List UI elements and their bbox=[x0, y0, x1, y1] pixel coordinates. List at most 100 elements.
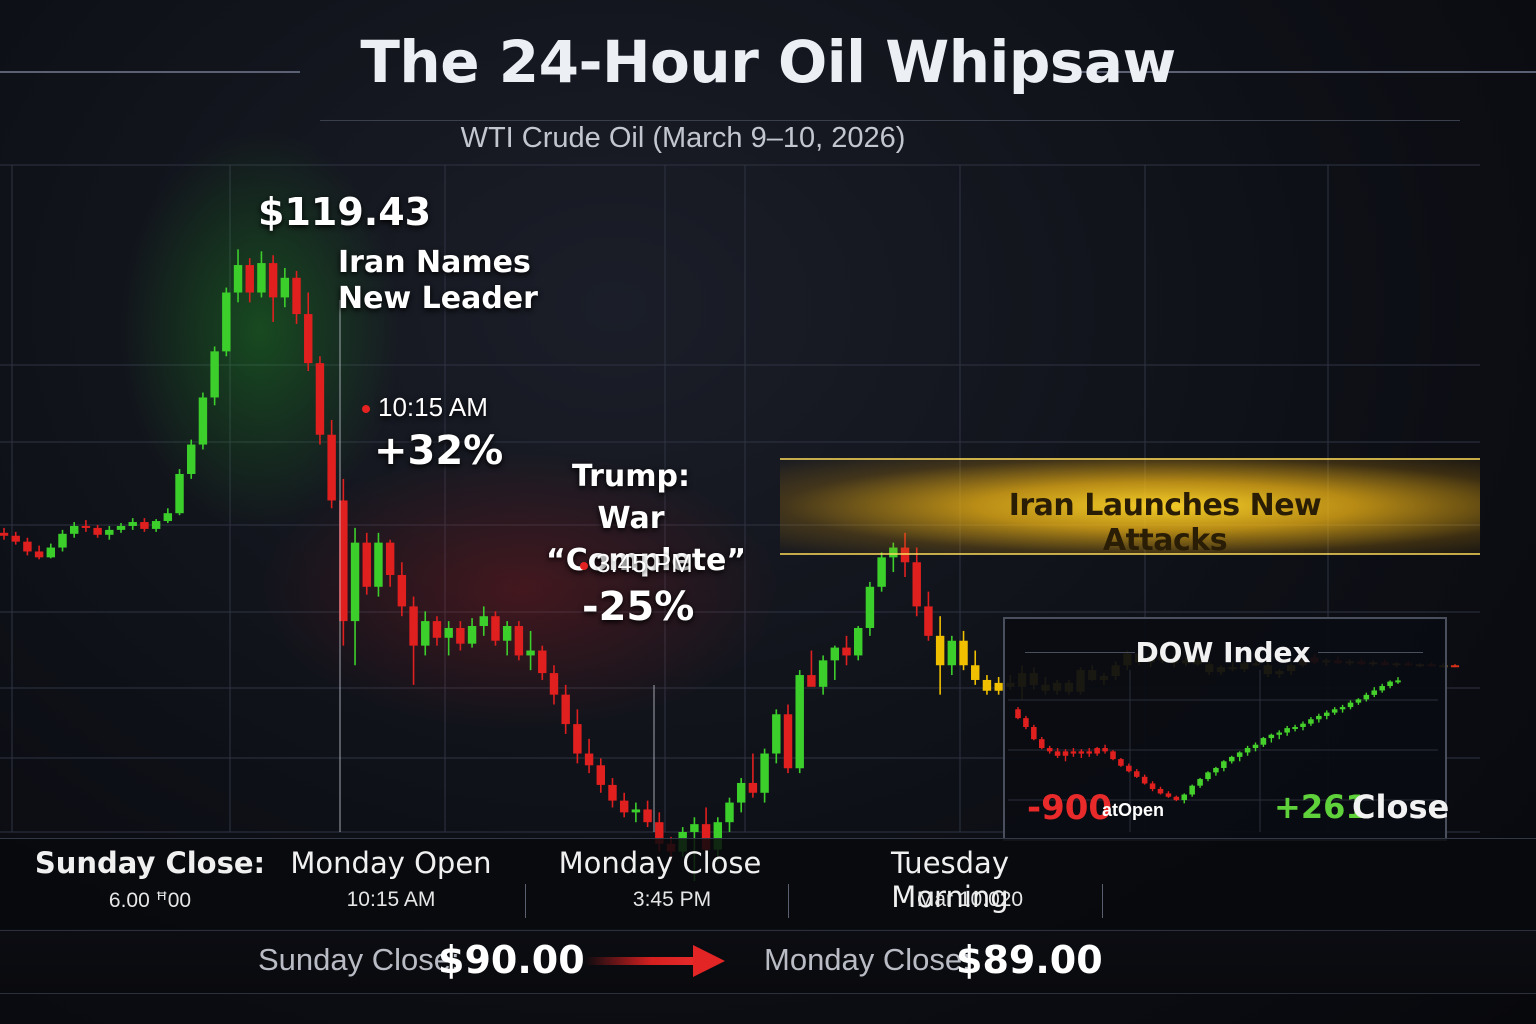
candle bbox=[175, 473, 184, 514]
dow-close-note: Close bbox=[1352, 788, 1450, 826]
trump-line-1: Trump: War bbox=[571, 459, 691, 536]
candle bbox=[280, 277, 290, 298]
dow-candle bbox=[1308, 719, 1314, 724]
candle bbox=[198, 397, 208, 445]
dow-open-value: -900 bbox=[1027, 788, 1113, 828]
candle bbox=[830, 647, 840, 661]
candle bbox=[526, 650, 535, 656]
candle bbox=[233, 265, 243, 293]
band-edge-top bbox=[780, 458, 1480, 460]
candle bbox=[608, 784, 617, 801]
candle bbox=[748, 782, 758, 793]
candle bbox=[994, 682, 1003, 691]
dow-candle bbox=[1062, 751, 1069, 756]
candle bbox=[971, 665, 980, 680]
dow-candle bbox=[1205, 772, 1211, 780]
candle bbox=[690, 824, 699, 832]
dow-candle bbox=[1149, 783, 1156, 789]
timeline-strip bbox=[0, 838, 1536, 929]
dow-candle bbox=[1395, 680, 1401, 683]
candle bbox=[105, 529, 114, 535]
dow-candle bbox=[1236, 752, 1243, 757]
candle bbox=[46, 547, 56, 558]
timeline-label-tuesday: Tuesday Morning bbox=[891, 846, 1009, 914]
rally-glow bbox=[120, 130, 400, 530]
candle bbox=[947, 640, 957, 666]
candle bbox=[58, 533, 67, 548]
candle bbox=[69, 525, 79, 534]
candle bbox=[736, 782, 746, 803]
candle bbox=[1450, 665, 1460, 668]
dow-title-rule-right bbox=[1318, 652, 1423, 653]
candle bbox=[292, 277, 301, 315]
candle bbox=[561, 694, 570, 725]
candle bbox=[128, 522, 137, 526]
dow-candle bbox=[1347, 702, 1354, 708]
timeline-separator bbox=[525, 884, 526, 918]
candle bbox=[842, 647, 851, 656]
dow-candle bbox=[1031, 727, 1037, 740]
candle bbox=[421, 621, 430, 646]
summary-bar bbox=[0, 930, 1536, 994]
dow-open-note: atOpen bbox=[1102, 800, 1165, 820]
time-label-1015: 10:15 AM bbox=[378, 392, 488, 422]
candle bbox=[327, 434, 336, 501]
dow-candle bbox=[1379, 686, 1385, 691]
candle bbox=[584, 753, 594, 766]
candle bbox=[701, 824, 711, 850]
candle bbox=[385, 542, 395, 576]
dow-candle bbox=[1197, 779, 1203, 786]
candle bbox=[877, 557, 886, 587]
dow-candle bbox=[1126, 765, 1132, 772]
candle bbox=[140, 522, 149, 529]
dow-candle bbox=[1054, 751, 1061, 756]
dow-candle bbox=[1133, 771, 1140, 777]
candle bbox=[0, 532, 9, 536]
candle bbox=[467, 626, 477, 644]
dow-candle bbox=[1046, 748, 1053, 752]
candle bbox=[772, 714, 781, 754]
dow-candle bbox=[1292, 727, 1298, 729]
chart-title: The 24-Hour Oil Whipsaw bbox=[360, 28, 1176, 96]
dow-candle bbox=[1094, 748, 1100, 754]
pct-change-up: +32% bbox=[374, 428, 504, 474]
iran-leader-line-2: New Leader bbox=[338, 281, 538, 316]
dow-candle bbox=[1252, 744, 1259, 749]
candle bbox=[34, 551, 44, 558]
dow-candle bbox=[1331, 709, 1338, 713]
attack-label: Iran Launches New Attacks bbox=[1008, 488, 1322, 558]
candle bbox=[795, 675, 804, 769]
dow-title: DOW Index bbox=[1135, 636, 1311, 669]
arrow-right-icon bbox=[693, 945, 725, 977]
dow-candle bbox=[1157, 789, 1164, 794]
dow-candle bbox=[1268, 734, 1275, 739]
selloff-glow bbox=[260, 450, 780, 730]
dow-inset-panel bbox=[1003, 617, 1447, 841]
band-edge-bottom bbox=[780, 553, 1480, 555]
summary-from-label: Sunday Close: bbox=[258, 942, 460, 977]
timeline-label-sunday: Sunday Close: bbox=[34, 846, 266, 880]
trump-annotation: Trump: War “Complete” bbox=[546, 456, 746, 582]
candle bbox=[725, 802, 734, 823]
candle bbox=[397, 575, 407, 607]
dow-candle bbox=[1078, 751, 1085, 754]
dow-candle bbox=[1181, 794, 1188, 801]
candle bbox=[854, 627, 863, 656]
candle bbox=[912, 562, 921, 607]
candle bbox=[538, 650, 547, 674]
candle bbox=[350, 542, 360, 622]
dow-candle bbox=[1221, 761, 1227, 768]
candle bbox=[210, 351, 219, 398]
timeline-separator bbox=[1102, 884, 1103, 918]
candle bbox=[643, 809, 652, 823]
candle bbox=[304, 314, 313, 364]
candle bbox=[151, 521, 161, 529]
candle bbox=[479, 616, 488, 627]
candle bbox=[245, 265, 254, 293]
candle bbox=[362, 542, 371, 587]
candle bbox=[491, 616, 500, 641]
timeline-value-monday-open: 10:15 AM bbox=[346, 888, 436, 911]
dow-candle bbox=[1371, 690, 1378, 695]
candle bbox=[959, 640, 968, 666]
timeline-value-sunday: 6.00 ꟸ00 bbox=[108, 889, 192, 912]
